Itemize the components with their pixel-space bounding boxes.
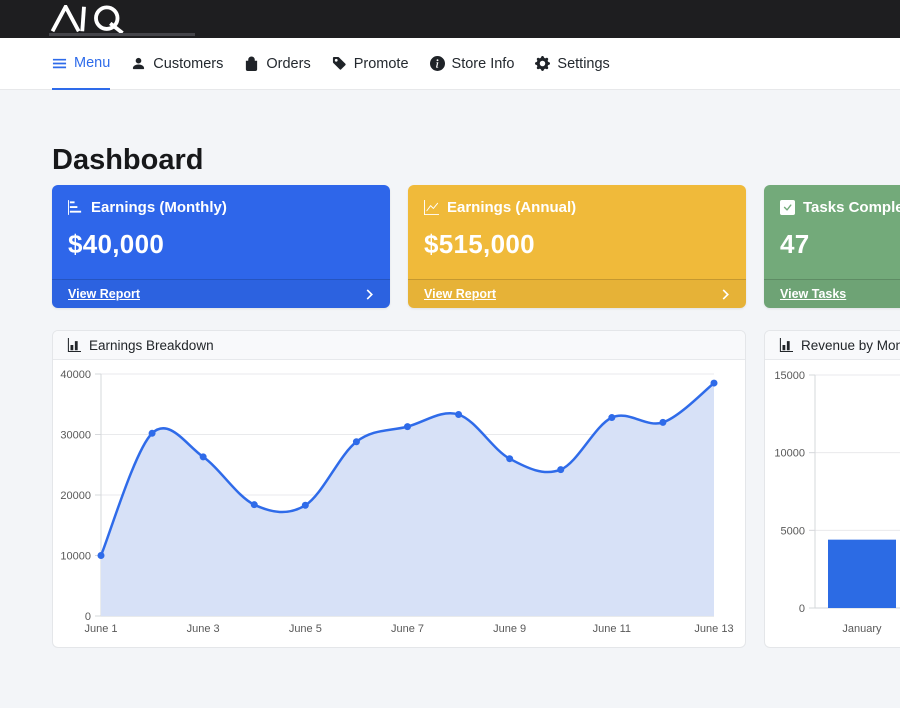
- bar-chart-icon: [67, 338, 81, 352]
- view-report-link[interactable]: View Report: [424, 287, 497, 301]
- bar-chart-icon: [779, 338, 793, 352]
- chart-title: Earnings Breakdown: [89, 337, 214, 353]
- line-graph-icon: [424, 200, 439, 215]
- nav-label: Customers: [153, 55, 224, 72]
- chart-title: Revenue by Month: [801, 337, 900, 353]
- earnings-breakdown-chart: 0 10000 20000 30000 40000 June 1 June 3 June 5 J…: [60, 369, 733, 635]
- svg-text:10000: 10000: [60, 551, 91, 563]
- revenue-by-month-chart: 0 5000 10000 15000 January: [774, 370, 900, 635]
- check-square-icon: [780, 200, 795, 215]
- stat-card-value: $40,000: [68, 229, 165, 259]
- stat-card-footer: View Tasks: [764, 279, 900, 308]
- nav-item-customers[interactable]: Customers: [131, 38, 223, 89]
- page-title: Dashboard: [52, 144, 204, 176]
- nav-item-menu[interactable]: Menu: [52, 38, 111, 90]
- stat-card-value: 47: [780, 229, 810, 259]
- tag-icon: [332, 56, 346, 70]
- person-icon: [133, 57, 145, 70]
- svg-text:June 13: June 13: [694, 623, 733, 635]
- chevron-right-icon[interactable]: [365, 288, 374, 300]
- stat-card-tasks-completed: Tasks Completed 47 View Tasks: [764, 185, 900, 308]
- nav-label: Settings: [557, 55, 610, 72]
- nav-item-store-info[interactable]: Store Info: [429, 38, 515, 89]
- nav-label: Store Info: [451, 55, 515, 72]
- svg-text:0: 0: [85, 611, 91, 623]
- revenue-by-month-card: Revenue by Month 0 5000 10000 15000 January: [764, 330, 900, 648]
- stat-card-earnings-monthly: Earnings (Monthly) $40,000 View Report: [52, 185, 390, 308]
- svg-text:30000: 30000: [60, 430, 91, 442]
- stat-cards-row: Earnings (Monthly) $40,000 View Report E…: [52, 185, 900, 308]
- svg-text:June 3: June 3: [187, 623, 220, 635]
- svg-text:15000: 15000: [774, 370, 805, 382]
- info-icon: [429, 56, 445, 71]
- earnings-breakdown-card: Earnings Breakdown 0 10000 20000 30000 40000…: [52, 330, 746, 648]
- svg-text:June 11: June 11: [593, 623, 631, 635]
- nav-label: Promote: [353, 55, 409, 72]
- stat-card-footer: View Report: [52, 279, 390, 308]
- view-report-link[interactable]: View Report: [68, 287, 141, 301]
- stat-card-earnings-annual: Earnings (Annual) $515,000 View Report: [408, 185, 746, 308]
- nav-item-promote[interactable]: Promote: [332, 38, 409, 89]
- top-app-bar: [0, 0, 900, 38]
- stat-card-title: Earnings (Annual): [447, 199, 577, 216]
- brand-underline: [49, 33, 195, 36]
- bar-chart-steps-icon: [68, 200, 82, 215]
- nav-label: Menu: [74, 55, 111, 71]
- svg-text:June 1: June 1: [84, 623, 117, 635]
- stat-card-title: Tasks Completed: [803, 199, 900, 216]
- stat-card-value: $515,000: [424, 229, 535, 259]
- main-nav: Menu Customers Orders Promote Store Info…: [0, 38, 900, 90]
- svg-text:January: January: [842, 623, 882, 635]
- hamburger-icon: [52, 58, 67, 68]
- svg-text:20000: 20000: [60, 490, 91, 502]
- bag-icon: [246, 56, 258, 71]
- svg-text:10000: 10000: [774, 448, 805, 460]
- gear-icon: [535, 56, 551, 71]
- charts-row: Earnings Breakdown 0 10000 20000 30000 40000…: [52, 330, 900, 648]
- brand-logo-aq-icon[interactable]: [45, 5, 137, 33]
- chevron-right-icon[interactable]: [721, 288, 730, 300]
- nav-item-orders[interactable]: Orders: [244, 38, 311, 89]
- nav-item-settings[interactable]: Settings: [535, 38, 610, 89]
- view-tasks-link[interactable]: View Tasks: [780, 287, 847, 301]
- svg-text:June 9: June 9: [493, 623, 526, 635]
- svg-text:5000: 5000: [781, 525, 805, 537]
- stat-card-title: Earnings (Monthly): [91, 199, 227, 216]
- svg-text:June 7: June 7: [391, 623, 424, 635]
- svg-text:June 5: June 5: [289, 623, 322, 635]
- svg-text:40000: 40000: [60, 369, 91, 381]
- stat-card-footer: View Report: [408, 279, 746, 308]
- svg-text:0: 0: [799, 603, 805, 615]
- nav-label: Orders: [266, 55, 311, 72]
